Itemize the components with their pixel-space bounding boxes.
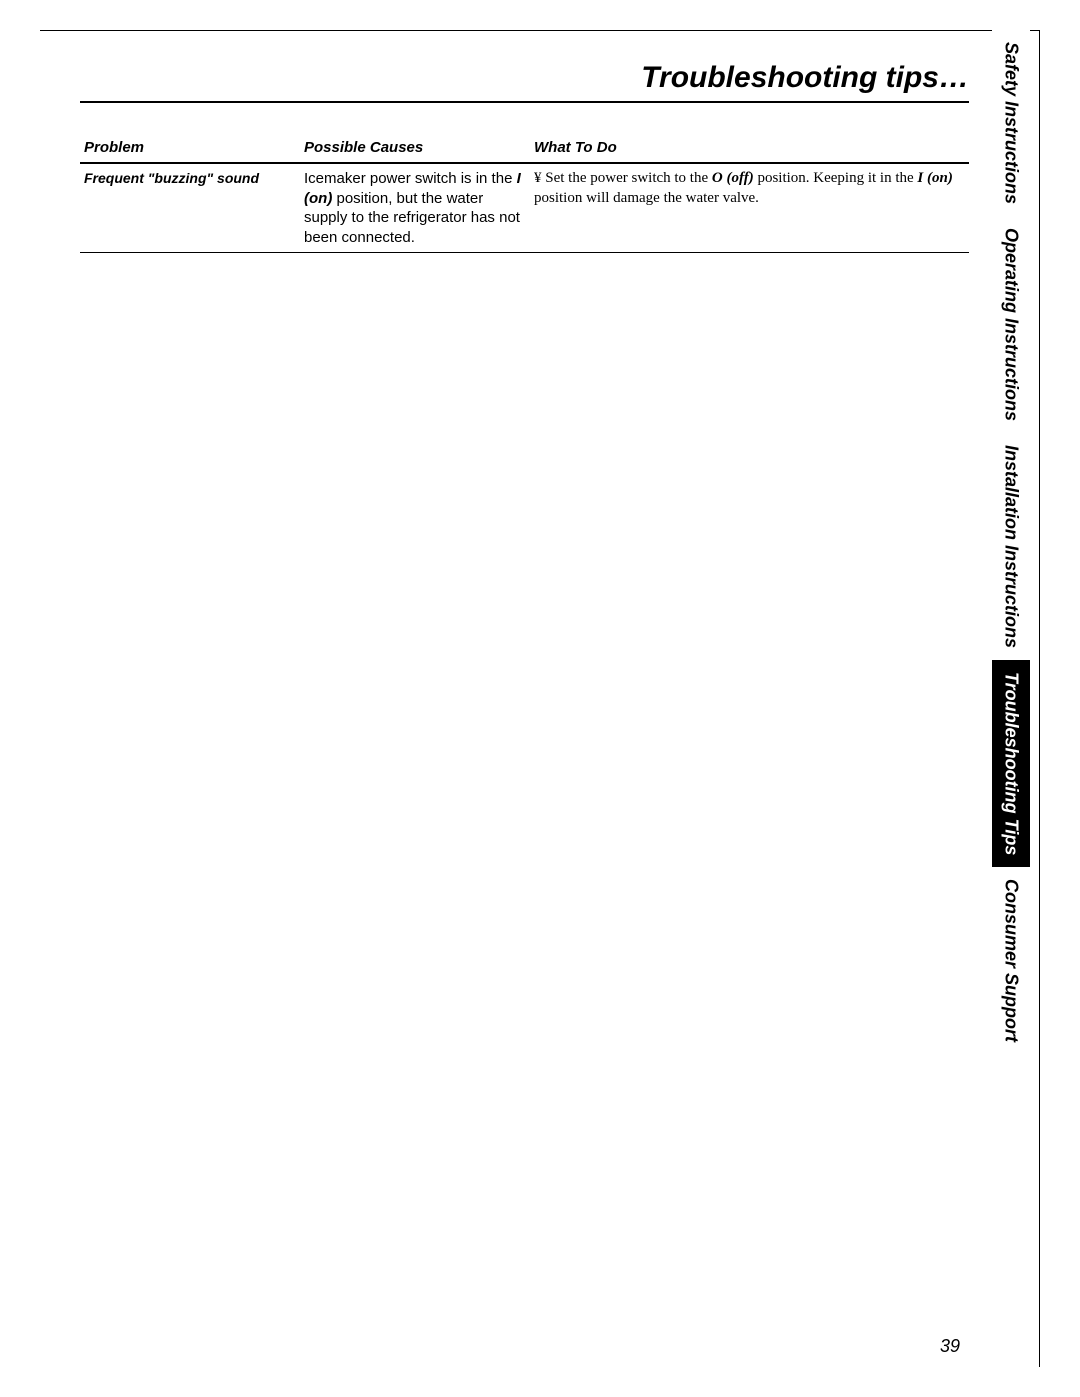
todo-cell: Set the power switch to the O (off) posi… bbox=[530, 163, 969, 253]
side-tabs: Safety Instructions Operating Instructio… bbox=[992, 30, 1030, 1347]
tab-consumer[interactable]: Consumer Support bbox=[992, 867, 1030, 1054]
col-problem: Problem bbox=[80, 133, 300, 163]
col-causes: Possible Causes bbox=[300, 133, 530, 163]
page-frame: Troubleshooting tips… Problem Possible C… bbox=[40, 30, 1040, 1367]
tab-installation[interactable]: Installation Instructions bbox=[992, 433, 1030, 660]
content-area: Troubleshooting tips… Problem Possible C… bbox=[40, 31, 989, 253]
problem-cell: Frequent "buzzing" sound bbox=[80, 163, 300, 253]
table-row: Frequent "buzzing" soundIcemaker power s… bbox=[80, 163, 969, 253]
tab-safety[interactable]: Safety Instructions bbox=[992, 30, 1030, 216]
tab-operating[interactable]: Operating Instructions bbox=[992, 216, 1030, 433]
page-number: 39 bbox=[940, 1336, 960, 1357]
page-title: Troubleshooting tips… bbox=[80, 61, 969, 103]
tab-troubleshooting[interactable]: Troubleshooting Tips bbox=[992, 660, 1030, 867]
troubleshooting-table: Problem Possible Causes What To Do Frequ… bbox=[80, 133, 969, 253]
cause-cell: Icemaker power switch is in the I (on) p… bbox=[300, 163, 530, 253]
table-body: Frequent "buzzing" soundIcemaker power s… bbox=[80, 163, 969, 253]
col-todo: What To Do bbox=[530, 133, 969, 163]
